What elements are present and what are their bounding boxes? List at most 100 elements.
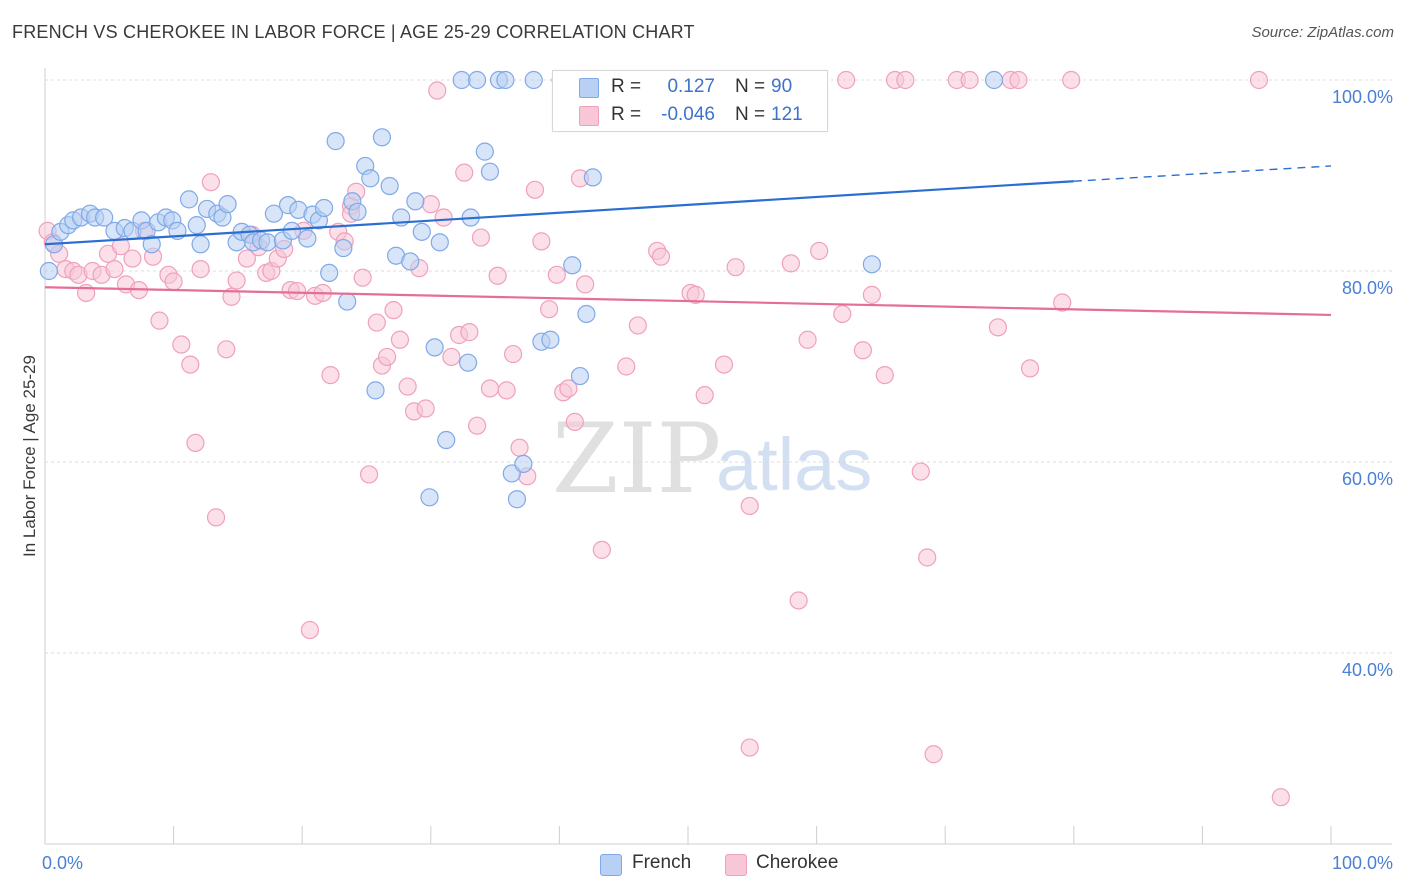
cherokee-point: [789, 591, 808, 610]
french-swatch: [600, 854, 622, 876]
cherokee-point: [740, 496, 759, 516]
cherokee-point: [617, 357, 636, 376]
cherokee-point: [377, 347, 397, 367]
cherokee-point: [918, 548, 937, 567]
cherokee-point: [837, 70, 856, 90]
n-label: N =: [735, 76, 766, 97]
french-point: [862, 255, 881, 274]
cherokee-point: [781, 254, 800, 273]
french-point: [437, 430, 456, 450]
cherokee-point: [359, 465, 379, 484]
cherokee-point: [123, 249, 142, 268]
cherokee-point: [510, 438, 529, 457]
french-point: [338, 292, 357, 311]
french-point: [458, 353, 478, 372]
n-label: N =: [735, 104, 766, 125]
cherokee-point: [217, 340, 236, 359]
french-point: [570, 366, 590, 386]
chart-title: FRENCH VS CHEROKEE IN LABOR FORCE | AGE …: [12, 22, 695, 42]
french-point: [412, 222, 431, 241]
cherokee-point: [421, 195, 440, 214]
n-value: 90: [771, 76, 793, 97]
french-point: [282, 221, 302, 240]
cherokee-point: [540, 300, 559, 319]
cherokee-point: [1062, 70, 1081, 90]
x-tick-label: 0.0%: [42, 853, 83, 873]
y-tick-label: 100.0%: [1332, 87, 1393, 107]
french-point: [187, 216, 206, 235]
r-value: -0.046: [661, 104, 715, 125]
cherokee-point: [105, 259, 124, 279]
french-point: [524, 70, 543, 90]
cherokee-point: [455, 163, 474, 182]
french-point: [326, 132, 345, 151]
french-points: [39, 70, 1004, 509]
x-tick-label: 100.0%: [1332, 853, 1393, 873]
cherokee-point: [565, 412, 584, 431]
cherokee-point: [576, 275, 595, 294]
french-point: [366, 381, 385, 400]
french-point: [258, 233, 277, 252]
french-point: [420, 488, 439, 507]
french-point: [380, 176, 399, 196]
french-swatch: [579, 78, 599, 98]
french-point: [298, 229, 317, 248]
cherokee-point: [398, 377, 417, 396]
axes: [44, 68, 1392, 845]
french-point: [406, 192, 425, 211]
watermark: ZIP atlas: [552, 403, 872, 515]
french-point: [361, 169, 380, 188]
french-point: [984, 70, 1004, 90]
r-label: R =: [611, 104, 642, 125]
stats-row-cherokee: R = -0.046 N = 121: [553, 101, 827, 129]
y-axis-label: In Labor Force | Age 25-29: [20, 355, 39, 557]
cherokee-point: [988, 318, 1008, 337]
cherokee-point: [559, 379, 578, 398]
cherokee-point: [181, 355, 200, 374]
cherokee-point: [488, 266, 507, 285]
trend-lines: [44, 165, 1332, 317]
cherokee-point: [810, 241, 829, 261]
cherokee-point: [471, 228, 491, 247]
cherokee-point: [287, 281, 307, 301]
cherokee-point: [504, 344, 523, 364]
cherokee-point: [172, 335, 191, 354]
cherokee-point: [191, 259, 210, 279]
cherokee-point: [497, 381, 516, 400]
french-point: [475, 142, 494, 161]
cherokee-point: [686, 285, 705, 304]
cherokee-point: [206, 508, 226, 527]
french-point: [583, 168, 602, 187]
cherokee-point: [875, 365, 894, 385]
french-point: [507, 490, 527, 509]
french-point: [264, 204, 284, 223]
cherokee-point: [1249, 70, 1269, 90]
source-credit: Source: ZipAtlas.com: [1251, 24, 1394, 41]
french-point: [142, 235, 161, 254]
cherokee-point: [853, 341, 872, 360]
cherokee-point: [434, 208, 453, 227]
cherokee-point: [201, 173, 220, 192]
cherokee-point: [111, 237, 130, 256]
series-legend: French Cherokee: [0, 852, 1406, 878]
cherokee-point: [532, 232, 551, 251]
cherokee-point: [1271, 788, 1290, 807]
stats-row-french: R = 0.127 N = 90: [553, 73, 827, 101]
french-point: [430, 233, 449, 252]
cherokee-trend-line: [44, 286, 1332, 317]
french-point: [179, 190, 199, 209]
french-trend-extension: [1073, 165, 1332, 182]
cherokee-point: [798, 330, 817, 349]
cherokee-point: [628, 316, 647, 335]
french-point: [496, 70, 515, 90]
cherokee-point: [467, 416, 487, 435]
french-trend-line: [44, 180, 1074, 246]
cherokee-point: [227, 271, 246, 290]
french-point: [541, 330, 560, 349]
french-point: [577, 304, 596, 324]
cherokee-point: [300, 620, 320, 640]
stats-legend: R = 0.127 N = 90 R = -0.046 N = 121: [552, 70, 828, 132]
cherokee-point: [525, 180, 545, 199]
watermark-atlas: atlas: [716, 423, 872, 506]
